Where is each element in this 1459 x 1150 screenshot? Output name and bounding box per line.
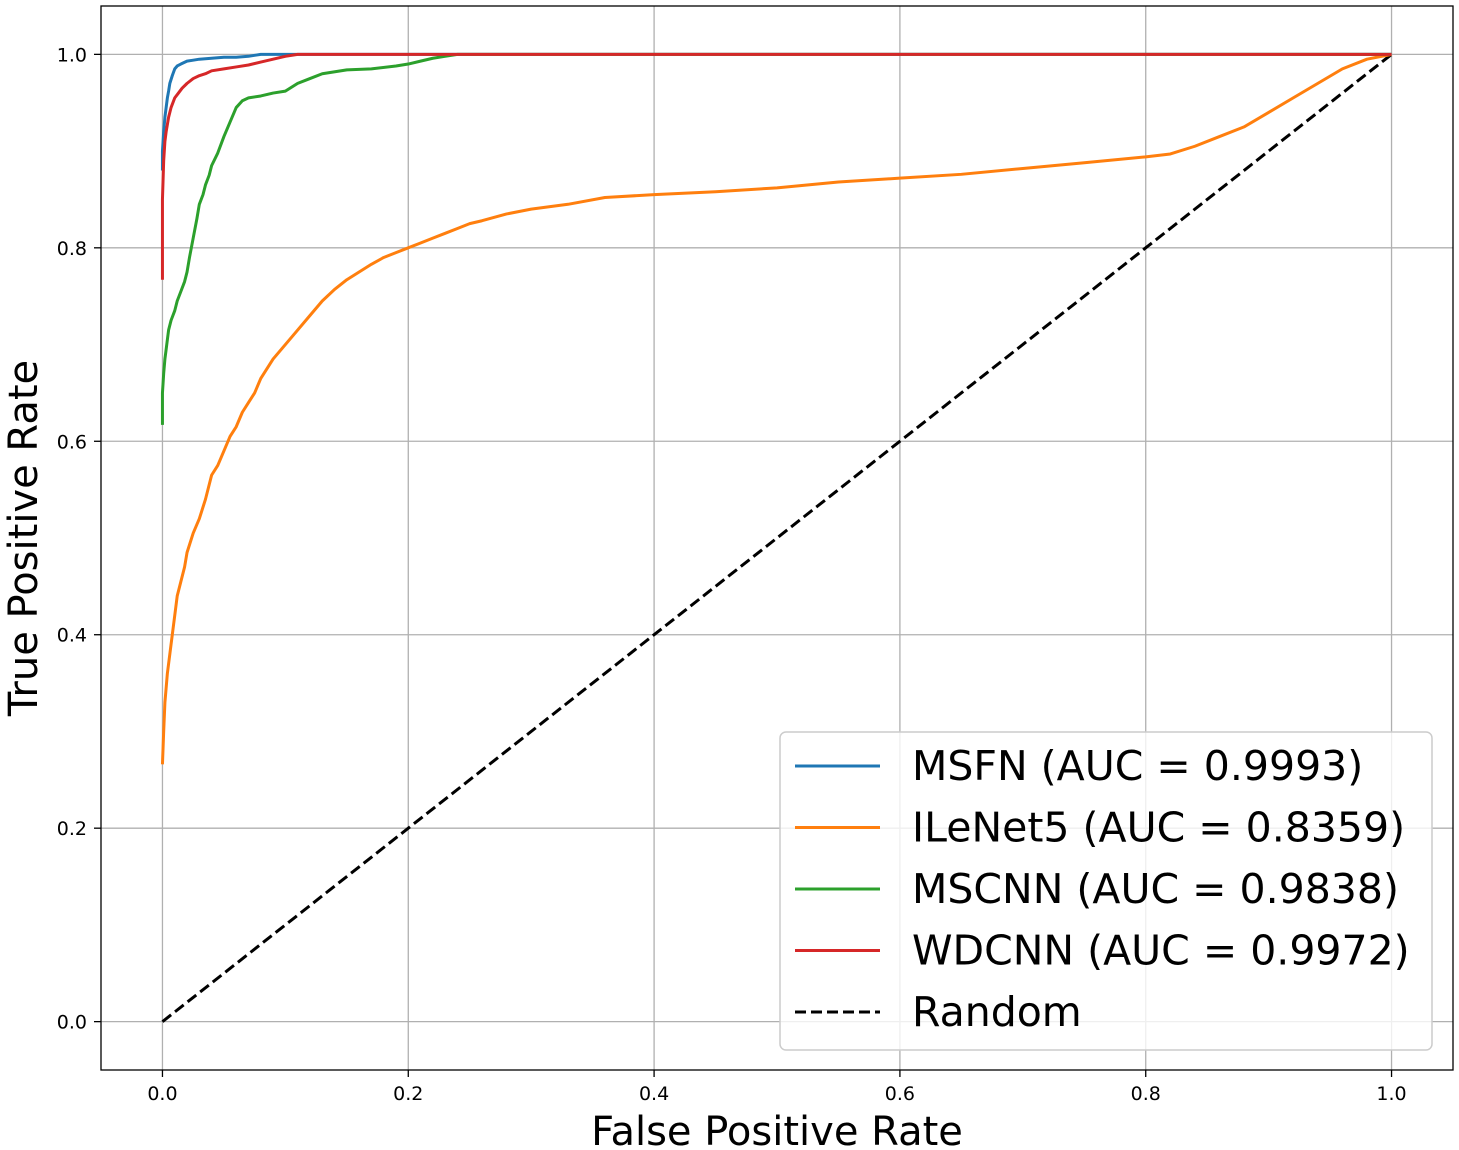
legend-entry: WDCNN (AUC = 0.9972) [912,927,1410,975]
series-line-ilenet5 [160,52,1392,765]
y-axis-label: True Positive Rate [1,360,47,717]
y-tick-label: 1.0 [57,44,87,66]
legend-entry: ILeNet5 (AUC = 0.8359) [912,804,1405,852]
y-tick-label: 0.8 [57,238,87,260]
x-tick-label: 1.0 [1376,1083,1406,1105]
x-tick-label: 0.8 [1131,1083,1161,1105]
x-tick-label: 0.4 [639,1083,669,1105]
x-tick-label: 0.0 [147,1083,177,1105]
legend-entry: Random [912,988,1082,1036]
series-line-mscnn [160,52,1392,425]
series-line-wdcnn [160,52,1392,280]
x-axis-label: False Positive Rate [591,1109,963,1150]
legend-box [779,731,1433,1051]
plot-frame [100,5,1454,1071]
series-lines [160,52,1393,1023]
series-line-msfn [160,52,1392,171]
series-line-random [161,53,1393,1023]
y-tick-label: 0.6 [57,431,87,453]
y-tick-label: 0.2 [57,818,87,840]
grid-lines [101,6,1453,1070]
x-tick-label: 0.2 [393,1083,423,1105]
y-tick-label: 0.0 [57,1012,87,1034]
x-ticks: 0.0 0.2 0.4 0.6 0.8 1.0 [147,1070,1407,1105]
legend: MSFN (AUC = 0.9993) ILeNet5 (AUC = 0.8359… [779,731,1433,1051]
x-tick-label: 0.6 [885,1083,915,1105]
y-ticks: 0.0 0.2 0.4 0.6 0.8 1.0 [57,44,101,1034]
legend-entry: MSFN (AUC = 0.9993) [912,742,1363,790]
y-tick-label: 0.4 [57,625,87,647]
legend-entry: MSCNN (AUC = 0.9838) [912,865,1399,913]
